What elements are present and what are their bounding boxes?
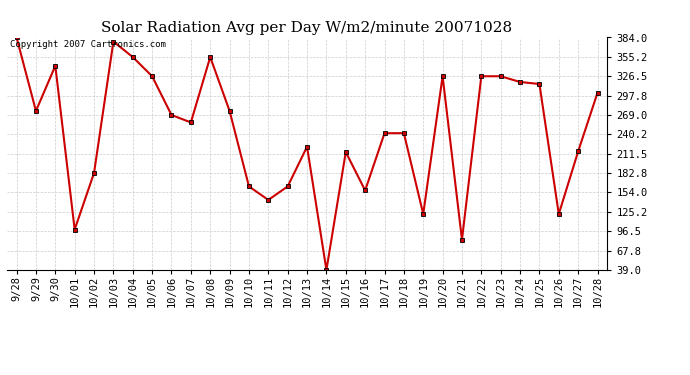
Text: Copyright 2007 Cartronics.com: Copyright 2007 Cartronics.com <box>10 40 166 49</box>
Title: Solar Radiation Avg per Day W/m2/minute 20071028: Solar Radiation Avg per Day W/m2/minute … <box>101 21 513 35</box>
